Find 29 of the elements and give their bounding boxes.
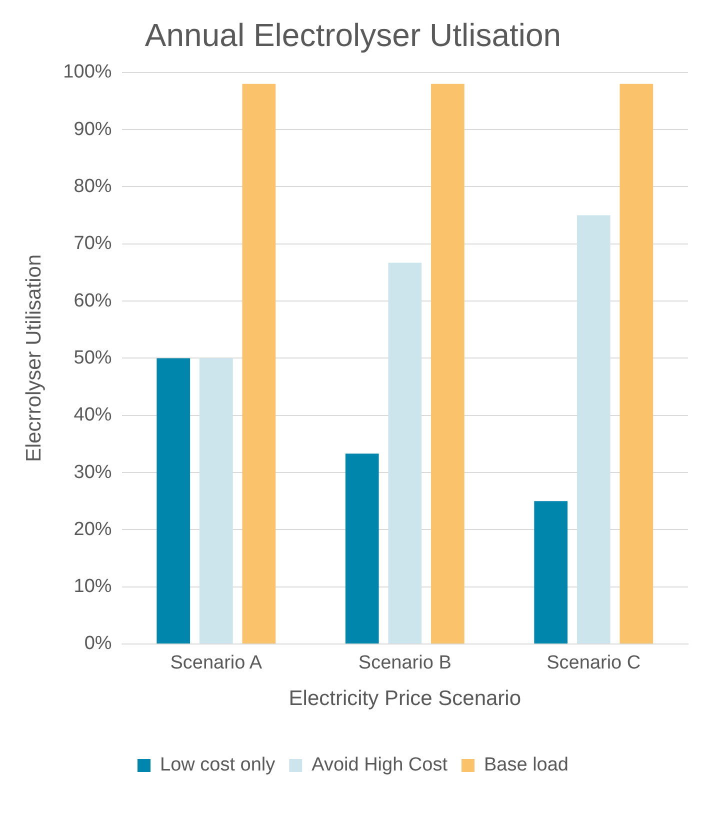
bar (620, 84, 654, 644)
bar (576, 215, 610, 644)
bar (242, 84, 276, 644)
chart-title: Annual Electrolyser Utlisation (144, 17, 562, 54)
bar (156, 358, 190, 644)
y-tick-label: 60% (74, 290, 112, 312)
y-tick-label: 100% (63, 62, 112, 83)
y-tick-label: 70% (74, 233, 112, 254)
y-tick-label: 30% (74, 462, 112, 483)
bar (534, 501, 568, 644)
y-axis-title: Elecrrolyser Utilisation (22, 254, 46, 462)
bar (199, 358, 233, 644)
x-tick-label: Scenario C (546, 652, 641, 674)
legend-label: Base load (484, 754, 569, 776)
legend-label: Low cost only (160, 754, 276, 776)
bar (345, 454, 379, 644)
x-tick-label: Scenario B (358, 652, 452, 674)
bar (430, 84, 464, 644)
y-tick-label: 50% (74, 347, 112, 368)
y-tick-label: 0% (84, 633, 112, 654)
x-axis-title: Electricity Price Scenario (288, 687, 522, 710)
y-tick-label: 20% (74, 518, 112, 540)
x-tick-label: Scenario A (170, 652, 262, 674)
legend-label: Avoid High Cost (312, 754, 448, 776)
y-tick-label: 80% (74, 176, 112, 197)
bar (388, 262, 422, 644)
y-tick-label: 90% (74, 118, 112, 140)
y-tick-label: 40% (74, 404, 112, 426)
y-tick-label: 10% (74, 576, 112, 598)
